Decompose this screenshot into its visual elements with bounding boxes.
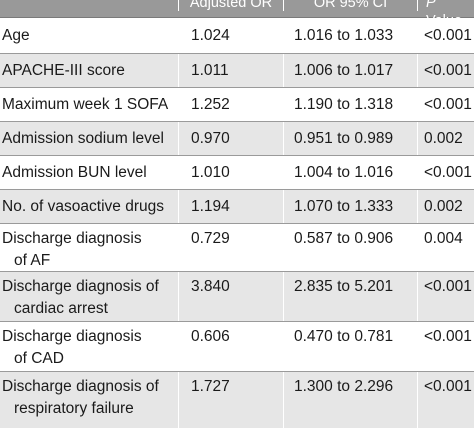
cell-variable: Discharge diagnosis of CAD (0, 322, 178, 371)
header-adjusted-or: Adjusted OR (178, 0, 283, 11)
cell-or-ci: 0.470 to 0.781 (283, 322, 417, 371)
cell-variable-line1: Discharge diagnosis (2, 230, 142, 247)
cell-or-ci: 0.951 to 0.989 (283, 122, 417, 155)
table-header-row: Adjusted OR OR 95% CI P Value (0, 0, 474, 29)
cell-variable: Discharge diagnosis of respiratory failu… (0, 372, 178, 428)
cell-p-value: 0.002 (417, 122, 474, 155)
cell-or-ci: 1.190 to 1.318 (283, 88, 417, 121)
cell-p-value: <0.001 (417, 372, 474, 428)
table-row: No. of vasoactive drugs 1.194 1.070 to 1… (0, 190, 474, 224)
cell-p-value: <0.001 (417, 322, 474, 371)
cell-p-value: 0.004 (417, 224, 474, 271)
header-p-rest: Value (426, 13, 463, 29)
cell-adjusted-or: 1.194 (178, 190, 283, 223)
header-or-ci: OR 95% CI (283, 0, 417, 11)
cell-adjusted-or: 1.010 (178, 156, 283, 189)
cell-variable-line1: Discharge diagnosis of (2, 378, 159, 395)
cell-or-ci: 1.004 to 1.016 (283, 156, 417, 189)
cell-or-ci: 1.016 to 1.033 (283, 18, 417, 53)
cell-adjusted-or: 1.011 (178, 54, 283, 87)
table-row: Maximum week 1 SOFA 1.252 1.190 to 1.318… (0, 88, 474, 122)
cell-variable: Admission sodium level (2, 129, 164, 147)
cell-variable: No. of vasoactive drugs (2, 197, 164, 215)
cell-p-value: <0.001 (417, 54, 474, 87)
table-row: Admission sodium level 0.970 0.951 to 0.… (0, 122, 474, 156)
cell-p-value: 0.002 (417, 190, 474, 223)
cell-variable-line1: Discharge diagnosis of (2, 278, 159, 295)
cell-p-value: <0.001 (417, 272, 474, 321)
cell-variable: Maximum week 1 SOFA (2, 95, 169, 113)
header-variable (0, 0, 178, 11)
header-p-value: P Value (417, 0, 474, 29)
cell-adjusted-or: 1.252 (178, 88, 283, 121)
table-row: Discharge diagnosis of cardiac arrest 3.… (0, 272, 474, 322)
cell-p-value: <0.001 (417, 88, 474, 121)
cell-adjusted-or: 1.727 (178, 372, 283, 428)
table-row: Discharge diagnosis of AF 0.729 0.587 to… (0, 224, 474, 272)
cell-variable-line2: of AF (14, 252, 51, 269)
cell-or-ci: 0.587 to 0.906 (283, 224, 417, 271)
cell-adjusted-or: 0.729 (178, 224, 283, 271)
cell-or-ci: 1.070 to 1.333 (283, 190, 417, 223)
cell-adjusted-or: 3.840 (178, 272, 283, 321)
cell-or-ci: 2.835 to 5.201 (283, 272, 417, 321)
cell-variable: Discharge diagnosis of AF (0, 224, 178, 271)
table-row: Age 1.024 1.016 to 1.033 <0.001 (0, 18, 474, 54)
cell-variable: Admission BUN level (2, 163, 147, 181)
table-row: Admission BUN level 1.010 1.004 to 1.016… (0, 156, 474, 190)
table-row: APACHE-III score 1.011 1.006 to 1.017 <0… (0, 54, 474, 88)
cell-variable-line2: cardiac arrest (14, 300, 108, 317)
cell-variable-line2: of CAD (14, 350, 64, 367)
cell-adjusted-or: 0.970 (178, 122, 283, 155)
cell-adjusted-or: 1.024 (178, 18, 283, 53)
cell-or-ci: 1.300 to 2.296 (283, 372, 417, 428)
cell-or-ci: 1.006 to 1.017 (283, 54, 417, 87)
cell-variable: Discharge diagnosis of cardiac arrest (0, 272, 178, 321)
cell-variable: APACHE-III score (2, 61, 125, 79)
cell-variable: Age (2, 26, 30, 44)
cell-p-value: <0.001 (417, 18, 474, 53)
cell-p-value: <0.001 (417, 156, 474, 189)
cell-variable-line2: respiratory failure (14, 400, 134, 417)
cell-variable-line1: Discharge diagnosis (2, 328, 142, 345)
table-row: Discharge diagnosis of CAD 0.606 0.470 t… (0, 322, 474, 372)
cell-adjusted-or: 0.606 (178, 322, 283, 371)
header-p-italic: P (426, 0, 436, 11)
table-row: Discharge diagnosis of respiratory failu… (0, 372, 474, 428)
